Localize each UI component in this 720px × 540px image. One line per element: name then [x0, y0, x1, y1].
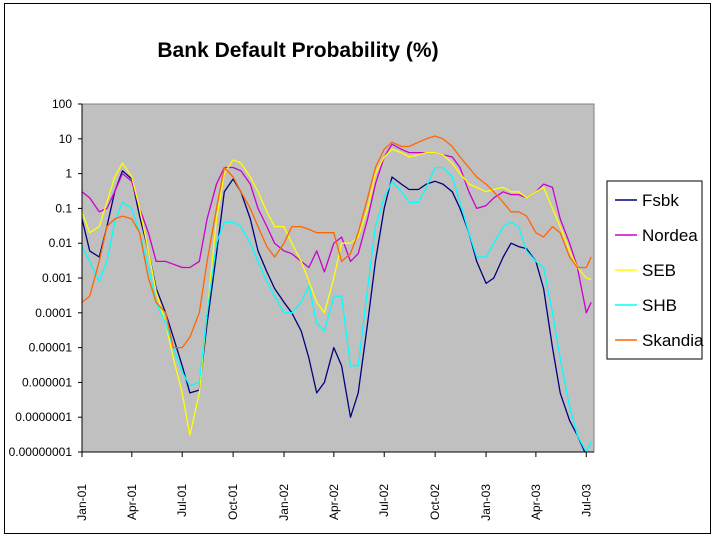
x-tick-label: Jul-02 [377, 484, 391, 517]
plot-area [81, 103, 595, 453]
x-tick-label: Apr-03 [529, 484, 543, 520]
y-tick-label: 0.01 [49, 236, 73, 250]
series-line-skandia [82, 135, 592, 349]
y-tick-label: 0.0000001 [15, 410, 72, 424]
x-tick-label: Jul-03 [579, 484, 593, 517]
y-axis: 100 10 1 0.1 0.01 0.001 0.0001 0.00001 0.000001 0… [9, 97, 83, 459]
y-tick-label: 100 [52, 97, 72, 111]
x-tick-label: Jul-01 [175, 484, 189, 517]
legend-label: Nordea [642, 226, 698, 245]
legend-label: SHB [642, 296, 677, 315]
y-tick-label: 0.000001 [22, 375, 72, 389]
x-tick-label: Jan-03 [479, 484, 493, 521]
legend-label: SEB [642, 261, 676, 280]
x-tick-label: Apr-01 [125, 484, 139, 520]
x-axis: Jan-01 Apr-01 Jul-01 Oct-01 Jan-02 Apr-02 Jul-… [75, 451, 594, 521]
series-line-nordea [82, 143, 592, 314]
x-tick-label: Apr-02 [327, 484, 341, 520]
y-tick-label: 1 [65, 167, 72, 181]
y-tick-label: 0.00001 [29, 341, 73, 355]
legend-label: Fsbk [642, 191, 679, 210]
y-tick-label: 0.001 [42, 271, 72, 285]
series-line-shb [82, 166, 592, 452]
y-tick-label: 0.00000001 [9, 445, 73, 459]
y-tick-label: 0.1 [55, 201, 72, 215]
y-tick-label: 0.0001 [35, 306, 72, 320]
x-tick-label: Jan-01 [75, 484, 89, 521]
x-tick-label: Oct-01 [226, 484, 240, 520]
legend-label: Skandia [642, 331, 704, 350]
x-tick-label: Jan-02 [277, 484, 291, 521]
series-layer [82, 135, 592, 452]
x-tick-label: Oct-02 [428, 484, 442, 520]
chart-title: Bank Default Probability (%) [157, 39, 438, 62]
y-tick-label: 10 [59, 132, 73, 146]
legend-items: Fsbk Nordea SEB SHB Skandia [615, 191, 704, 350]
